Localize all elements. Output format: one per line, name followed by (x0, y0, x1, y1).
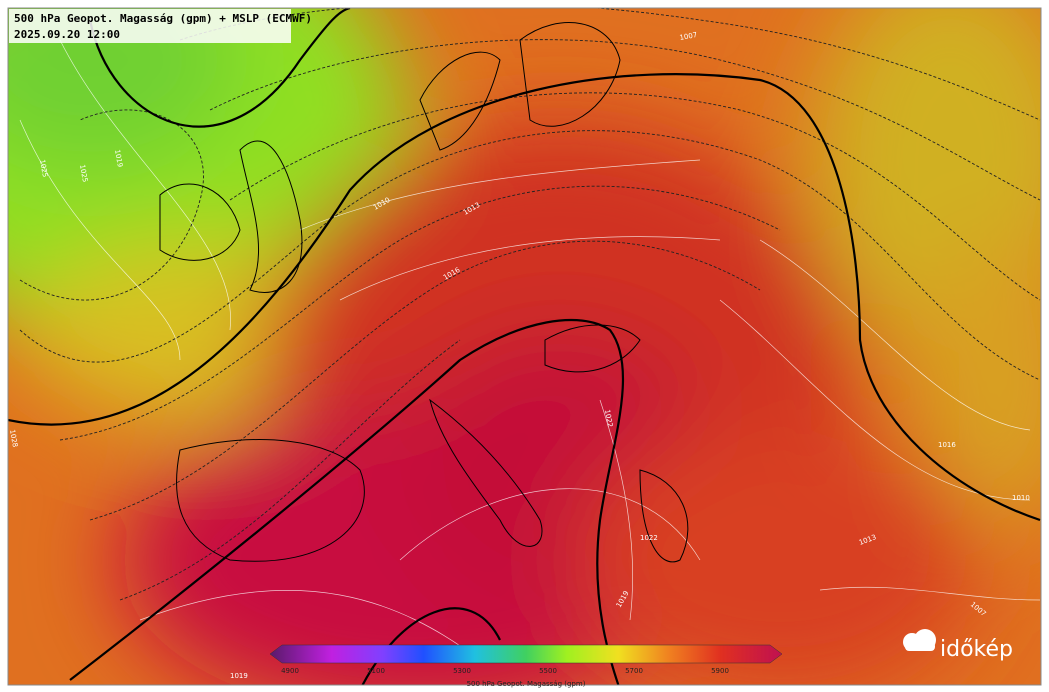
frame (7, 7, 1042, 686)
isobar-label: 1010 (1012, 494, 1030, 502)
isobar-label: 1025 (78, 164, 89, 183)
datetime: 2025.09.20 12:00 (14, 28, 120, 41)
colorbar-tick: 5700 (625, 667, 643, 675)
colorbar-ticks: 4900 5100 5300 5500 5700 5900 (281, 667, 729, 675)
isobar-label: 1007 (679, 31, 698, 42)
logo-text: időkép (940, 637, 1013, 662)
isobar-label: 1016 (938, 441, 956, 449)
colorbar (269, 644, 783, 664)
colorbar-tick: 5100 (367, 667, 385, 675)
isobar-label: 1022 (640, 534, 658, 542)
isobar-label: 1019 (113, 149, 124, 168)
colorbar-caption: 500 hPa Geopot. Magasság (gpm) (467, 680, 586, 688)
colorbar-tick: 5300 (453, 667, 471, 675)
isobar-label: 1028 (8, 429, 19, 448)
logo: időkép (903, 629, 1013, 662)
title-box (9, 9, 291, 43)
isobar-label: 1022 (603, 409, 614, 428)
isobar-label: 1025 (38, 159, 49, 178)
isobar-label: 1019 (230, 672, 248, 680)
colorbar-tick: 5900 (711, 667, 729, 675)
colorbar-tick: 5500 (539, 667, 557, 675)
title: 500 hPa Geopot. Magasság (gpm) + MSLP (E… (14, 12, 312, 25)
colorbar-tick: 4900 (281, 667, 299, 675)
